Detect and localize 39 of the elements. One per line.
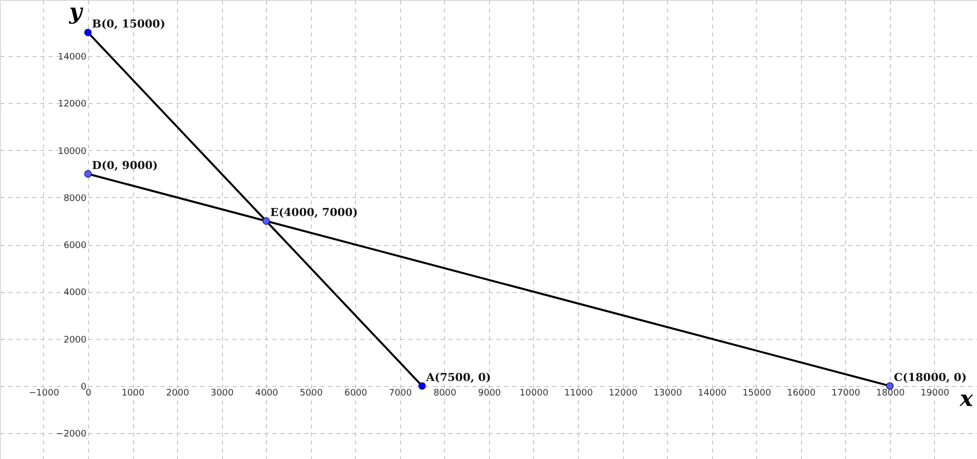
- annotation: A(7500, 0): [425, 370, 491, 384]
- x-tick-label: 12000: [608, 388, 638, 398]
- x-tick-label: 8000: [433, 388, 457, 398]
- x-tick-label: 11000: [564, 388, 594, 398]
- y-tick-label: 8000: [64, 194, 87, 204]
- annotation: E(4000, 7000): [270, 206, 358, 220]
- point: [418, 382, 426, 390]
- y-tick-label: 4000: [64, 288, 87, 298]
- y-tick-label: 14000: [58, 52, 87, 63]
- x-tick-label: 19000: [920, 388, 950, 398]
- annotation: D(0, 9000): [92, 158, 158, 172]
- x-tick-label: 1000: [122, 388, 145, 398]
- point: [262, 217, 270, 225]
- point: [84, 170, 92, 178]
- x-tick-label: 9000: [478, 388, 502, 398]
- x-tick-label: 7000: [388, 388, 412, 398]
- x-tick-label: 18000: [876, 388, 905, 398]
- x-tick-label: 4000: [255, 388, 278, 398]
- x-tick-label: 17000: [832, 388, 860, 398]
- y-tick-label: 10000: [58, 146, 87, 157]
- x-tick-label: 6000: [344, 388, 368, 398]
- x-tick-label: 14000: [698, 388, 727, 398]
- x-tick-label: 5000: [300, 388, 323, 398]
- x-tick-label: 15000: [742, 388, 772, 398]
- x-tick-label: 16000: [786, 388, 816, 398]
- y-tick-label: 2000: [64, 335, 87, 346]
- y-axis-title: y: [68, 0, 84, 25]
- x-axis-title: x: [958, 386, 974, 412]
- x-tick-label: 3000: [210, 388, 234, 398]
- x-tick-label: 2000: [166, 388, 190, 398]
- x-tick-label: −1000: [28, 388, 60, 398]
- point: [84, 28, 92, 36]
- x-tick-label: 13000: [653, 388, 682, 398]
- x-tick-label: 10000: [520, 388, 549, 398]
- annotation: B(0, 15000): [92, 18, 166, 31]
- y-tick-label: 6000: [64, 241, 87, 252]
- annotation: C(18000, 0): [894, 370, 967, 384]
- y-tick-label: −2000: [56, 430, 87, 440]
- y-tick-label: 12000: [58, 100, 87, 110]
